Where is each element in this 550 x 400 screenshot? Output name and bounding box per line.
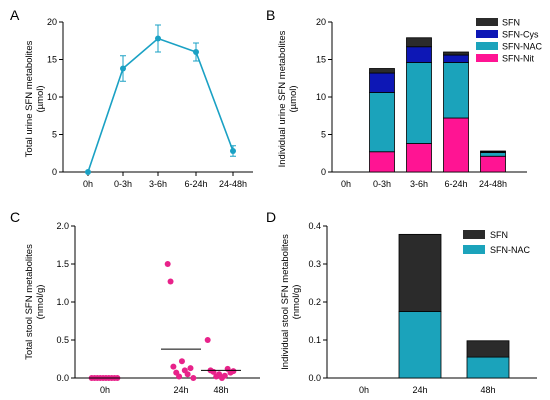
b-x-tick-label: 3-6h [410, 179, 428, 189]
b-y-tick-label: 0 [321, 167, 326, 177]
d-bar-sfn [398, 233, 442, 312]
b-bar-sfn-cys [406, 46, 432, 63]
a-data-point [230, 148, 236, 154]
c-x-tick-label: 24h [173, 385, 188, 395]
b-bar-sfn-nac [406, 62, 432, 144]
d-y-tick-label: 0.4 [308, 221, 321, 231]
b-legend-swatch [476, 18, 498, 26]
a-x-tick-label: 3-6h [149, 179, 167, 189]
panel-label-c: C [10, 209, 20, 225]
d-legend-label: SFN-NAC [490, 245, 530, 255]
d-legend-label: SFN [490, 230, 508, 240]
b-bar-sfn-cys [369, 72, 395, 93]
a-data-point [193, 49, 199, 55]
c-data-point [176, 373, 183, 380]
c-y-tick-label: 0.5 [56, 335, 69, 345]
b-bar-sfn-cys [443, 54, 469, 63]
c-data-point [221, 372, 228, 379]
b-x-tick-label: 6-24h [444, 179, 467, 189]
b-legend-swatch [476, 42, 498, 50]
panel-label-d: D [266, 209, 276, 225]
panel-label-b: B [266, 7, 275, 23]
b-bar-sfn [480, 150, 506, 153]
ylabel-c: Total stool SFN metabolites(nmol/g) [24, 244, 46, 360]
d-x-tick-label: 24h [412, 385, 427, 395]
a-x-tick-label: 6-24h [184, 179, 207, 189]
c-y-tick-label: 1.5 [56, 259, 69, 269]
c-x-tick-label: 48h [213, 385, 228, 395]
d-y-tick-label: 0.1 [308, 335, 321, 345]
b-bar-sfn [443, 51, 469, 56]
a-x-tick-label: 0h [83, 179, 93, 189]
chart-marks: 0 5 10 15 20 0h 0-3h 3-6h 6-24h 24-48h 0 5 10 15 20 0h 0… [47, 17, 543, 395]
c-data-point [164, 261, 171, 267]
b-bar-sfn [406, 37, 432, 48]
a-x-tick-label: 0-3h [114, 179, 132, 189]
d-y-tick-label: 0.2 [308, 297, 321, 307]
ylabel-a: Total urine SFN metabolites(µmol) [24, 40, 46, 157]
b-y-tick-label: 20 [316, 17, 326, 27]
b-legend-label: SFN-NAC [502, 42, 542, 52]
b-bar-sfn-nit [480, 155, 506, 173]
c-data-point [230, 368, 237, 375]
a-y-tick-label: 0 [52, 167, 57, 177]
b-y-tick-label: 15 [316, 55, 326, 65]
b-x-tick-label: 24-48h [479, 179, 507, 189]
b-bar-sfn-nac [369, 92, 395, 153]
d-legend-swatch [463, 245, 485, 254]
d-y-tick-label: 0.0 [308, 373, 321, 383]
a-x-tick-label: 24-48h [219, 179, 247, 189]
c-data-point [190, 375, 197, 381]
c-data-point [170, 363, 177, 370]
a-y-tick-label: 5 [52, 130, 57, 140]
b-x-tick-label: 0-3h [373, 179, 391, 189]
b-x-tick-label: 0h [341, 179, 351, 189]
a-data-point [85, 169, 91, 175]
c-y-tick-label: 1.0 [56, 297, 69, 307]
b-bar-sfn-nit [406, 143, 432, 173]
d-y-tick-label: 0.3 [308, 259, 321, 269]
b-y-tick-label: 10 [316, 92, 326, 102]
ylabel-d: Individual stool SFN metabolites(nmol/g) [280, 234, 302, 370]
c-data-point [204, 337, 211, 343]
b-bar-sfn-nac [443, 62, 469, 119]
c-y-tick-label: 2.0 [56, 221, 69, 231]
a-y-tick-label: 20 [47, 17, 57, 27]
b-bar-sfn-nit [443, 117, 469, 173]
d-x-tick-label: 0h [359, 385, 369, 395]
c-data-point [178, 358, 185, 365]
b-bar-sfn-nac [480, 152, 506, 157]
b-bar-sfn-nit [369, 151, 395, 173]
c-y-tick-label: 0.0 [56, 373, 69, 383]
d-bar-sfn-nac [466, 356, 510, 379]
a-y-tick-label: 15 [47, 55, 57, 65]
d-legend-swatch [463, 230, 485, 239]
c-data-point [187, 365, 194, 372]
c-data-point [167, 278, 174, 285]
ylabel-b: Individual urine SFN metabolites(µmol) [277, 30, 299, 167]
d-bar-sfn-nac [398, 311, 442, 379]
c-data-point [184, 371, 191, 378]
panel-label-a: A [10, 7, 20, 23]
b-y-tick-label: 5 [321, 130, 326, 140]
a-data-point [120, 65, 126, 72]
c-x-tick-label: 0h [100, 385, 110, 395]
a-series-line [87, 37, 234, 173]
b-legend-label: SFN [502, 18, 520, 28]
b-legend-label: SFN-Nit [502, 54, 534, 64]
b-legend-swatch [476, 54, 498, 62]
b-legend-swatch [476, 30, 498, 38]
a-y-tick-label: 10 [47, 92, 57, 102]
d-bar-sfn [466, 340, 510, 358]
b-legend-label: SFN-Cys [502, 30, 539, 40]
b-bar-sfn [369, 68, 395, 74]
d-x-tick-label: 48h [480, 385, 495, 395]
a-data-point [155, 35, 161, 42]
